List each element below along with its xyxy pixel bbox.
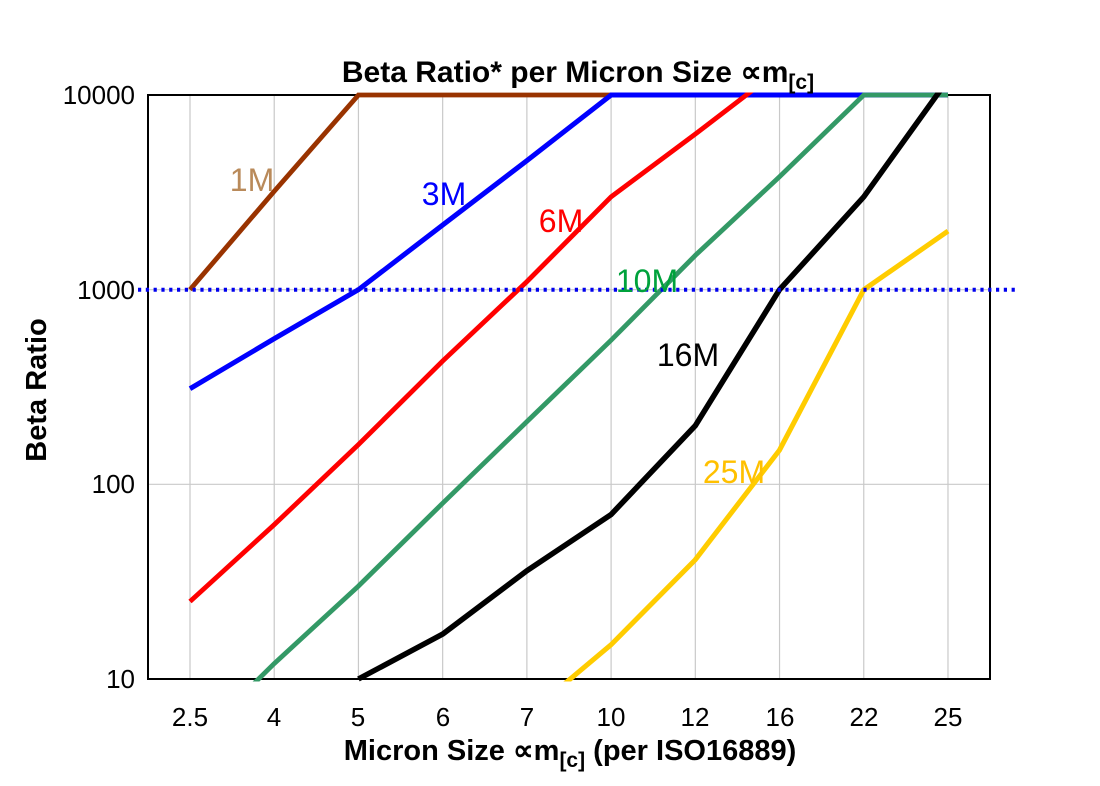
y-tick-100: 100 — [92, 469, 135, 499]
x-tick-5: 5 — [351, 702, 365, 732]
x-tick-12: 12 — [681, 702, 710, 732]
series-lines — [188, 92, 950, 682]
series-label-1m: 1M — [230, 162, 274, 198]
series-line-10m — [252, 92, 948, 682]
y-tick-10: 10 — [106, 664, 135, 694]
series-label-10m: 10M — [616, 263, 678, 299]
y-axis-title: Beta Ratio — [21, 318, 53, 461]
x-tick-22: 22 — [850, 702, 879, 732]
x-tick-4: 4 — [267, 702, 281, 732]
series-labels: 1M 3M 6M 10M 16M 25M — [230, 162, 765, 490]
series-line-1m — [188, 92, 612, 292]
x-tick-16: 16 — [766, 702, 795, 732]
series-label-6m: 6M — [539, 203, 583, 239]
x-tick-7: 7 — [520, 702, 534, 732]
x-tick-10: 10 — [597, 702, 626, 732]
x-tick-25: 25 — [934, 702, 963, 732]
x-axis-title: Micron Size ∝m[c] (per ISO16889) — [344, 735, 797, 772]
y-tick-1000: 1000 — [77, 275, 135, 305]
x-tick-6: 6 — [436, 702, 450, 732]
series-line-25m — [563, 229, 950, 682]
series-label-25m: 25M — [703, 454, 765, 490]
x-tick-2p5: 2.5 — [172, 702, 208, 732]
y-tick-10000: 10000 — [63, 80, 135, 110]
chart-title: Beta Ratio* per Micron Size ∝m[c] — [342, 56, 814, 94]
x-tick-labels: 2.5 4 5 6 7 10 12 16 22 25 — [172, 702, 963, 732]
gridlines — [148, 95, 990, 679]
series-label-16m: 16M — [657, 337, 719, 373]
y-tick-labels: 10 100 1000 10000 — [63, 80, 135, 694]
series-line-6m — [188, 92, 754, 604]
series-line-3m — [188, 92, 948, 391]
series-label-3m: 3M — [422, 176, 466, 212]
series-line-16m — [357, 92, 943, 682]
